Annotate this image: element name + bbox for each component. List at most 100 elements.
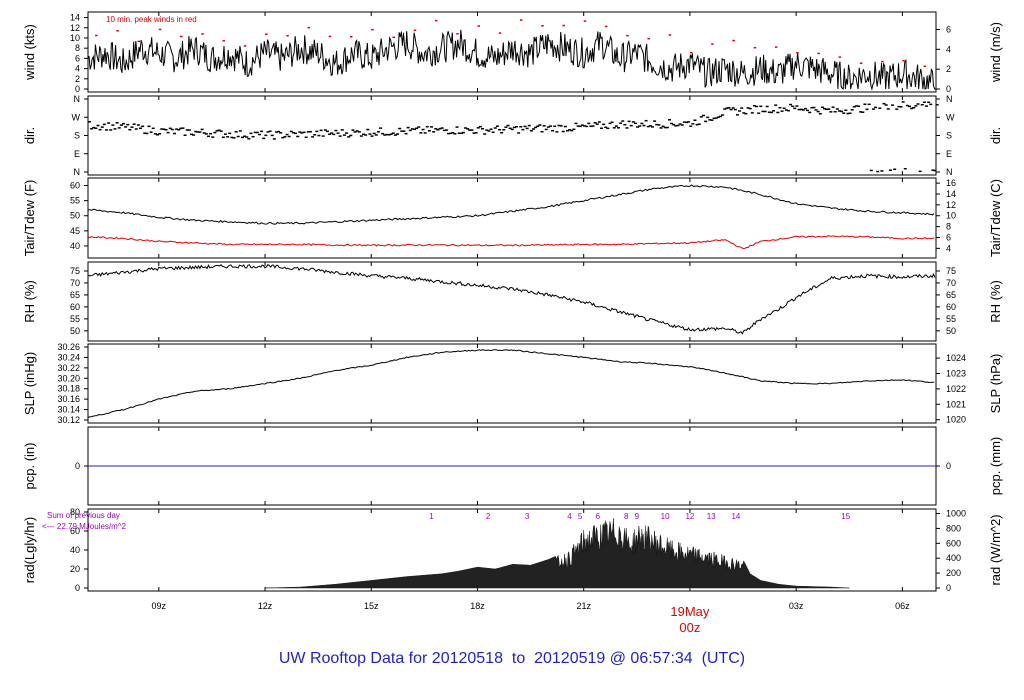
dir-point xyxy=(842,112,846,114)
dir-point xyxy=(718,115,722,118)
dir-point xyxy=(650,126,654,128)
dir-point xyxy=(359,135,363,137)
dir-point xyxy=(831,106,835,108)
dir-point xyxy=(332,133,336,136)
dir-point xyxy=(200,128,204,131)
rh-ytick-label: 65 xyxy=(70,290,80,300)
rad-hour-label: 4 xyxy=(567,512,572,521)
dir-point xyxy=(585,125,589,128)
dir-point xyxy=(251,135,255,138)
dir-point xyxy=(922,101,926,103)
rh-line xyxy=(87,263,936,335)
dir-point xyxy=(767,111,771,113)
tair-line xyxy=(87,184,935,225)
dir-point xyxy=(587,122,591,125)
dir-point xyxy=(236,135,240,138)
rh-ytick-label: 50 xyxy=(70,326,80,336)
tair_tdew-ytick-label: 55 xyxy=(70,196,80,206)
pcp-rtick-label: 0 xyxy=(946,461,951,471)
dir-point xyxy=(791,105,795,108)
dir-rtick-label: W xyxy=(946,112,955,122)
dir-point xyxy=(867,103,871,106)
dir-point xyxy=(419,132,423,134)
dir-rtick-label: N xyxy=(946,167,953,177)
dir-point xyxy=(699,116,703,118)
dir-point xyxy=(631,121,635,123)
dir-point xyxy=(589,125,593,128)
dir-point xyxy=(850,109,854,111)
dir-point xyxy=(487,130,491,132)
dir-point xyxy=(243,135,247,138)
rad-ytick-label: 0 xyxy=(75,583,80,593)
dir-point xyxy=(704,120,708,123)
dir-point xyxy=(551,129,555,132)
dir-point xyxy=(667,119,671,121)
dir-point xyxy=(801,109,805,111)
dir-point xyxy=(155,134,159,136)
dir-point xyxy=(264,134,268,137)
tair_tdew-rtick-label: 6 xyxy=(946,232,951,242)
dir-point xyxy=(406,126,410,129)
rad-hour-label: 1 xyxy=(429,512,434,521)
peak-wind-mark xyxy=(434,19,438,22)
dir-point xyxy=(404,132,408,135)
dir-point xyxy=(706,116,710,119)
x-tick-label: 06z xyxy=(895,601,910,611)
rad-hour-label: 8 xyxy=(624,512,629,521)
dir-point xyxy=(474,132,478,134)
dir-point xyxy=(716,116,720,118)
dir-point xyxy=(797,108,801,111)
slp-ytick-label: 30.22 xyxy=(57,363,80,373)
dir-point xyxy=(415,127,419,130)
dir-point xyxy=(848,112,852,115)
dir-point xyxy=(918,170,922,173)
dir-point xyxy=(903,167,907,170)
dir-point xyxy=(268,130,272,132)
dir-point xyxy=(451,131,455,134)
dir-point xyxy=(619,122,623,124)
dir-point xyxy=(912,106,916,109)
dir-point xyxy=(827,108,831,110)
dir-point xyxy=(576,125,580,127)
dir-point xyxy=(806,109,810,112)
dir-point xyxy=(434,128,438,130)
dir-point xyxy=(166,131,170,134)
dir-point xyxy=(342,134,346,136)
dir-point xyxy=(232,137,236,139)
dir-point xyxy=(109,129,113,131)
dir-ylabel-right: dir. xyxy=(988,127,1003,144)
dir-point xyxy=(472,132,476,134)
dir-point xyxy=(657,124,661,126)
peak-wind-mark xyxy=(392,36,396,39)
dir-point xyxy=(833,110,837,113)
dir-point xyxy=(687,121,691,123)
dir-point xyxy=(376,131,380,133)
dir-point xyxy=(920,103,924,106)
wind-ytick-label: 8 xyxy=(75,43,80,53)
peak-wind-mark xyxy=(265,33,268,35)
dir-point xyxy=(580,124,584,126)
dir-point xyxy=(436,129,440,131)
slp-ytick-label: 30.26 xyxy=(57,342,80,352)
dir-point xyxy=(534,126,538,129)
rad-hour-label: 13 xyxy=(707,512,716,521)
wind-ytick-label: 4 xyxy=(75,64,80,74)
dir-point xyxy=(102,123,106,126)
dir-point xyxy=(835,108,839,110)
dir-point xyxy=(803,107,807,110)
dir-point xyxy=(691,123,695,125)
dir-point xyxy=(444,129,448,131)
dir-point xyxy=(886,108,890,110)
tair_tdew-rtick-label: 12 xyxy=(946,200,956,210)
rad-ylabel-right: rad (W/m^2) xyxy=(988,514,1003,585)
dir-point xyxy=(92,126,96,129)
dir-point xyxy=(532,128,536,130)
rad-hour-label: 15 xyxy=(841,512,850,521)
dir-point xyxy=(334,129,338,132)
pcp-ytick-label: 0 xyxy=(75,461,80,471)
dir-point xyxy=(330,132,334,134)
wind-speed-line xyxy=(87,29,936,91)
dir-rtick-label: S xyxy=(946,131,952,141)
dir-point xyxy=(876,170,880,173)
